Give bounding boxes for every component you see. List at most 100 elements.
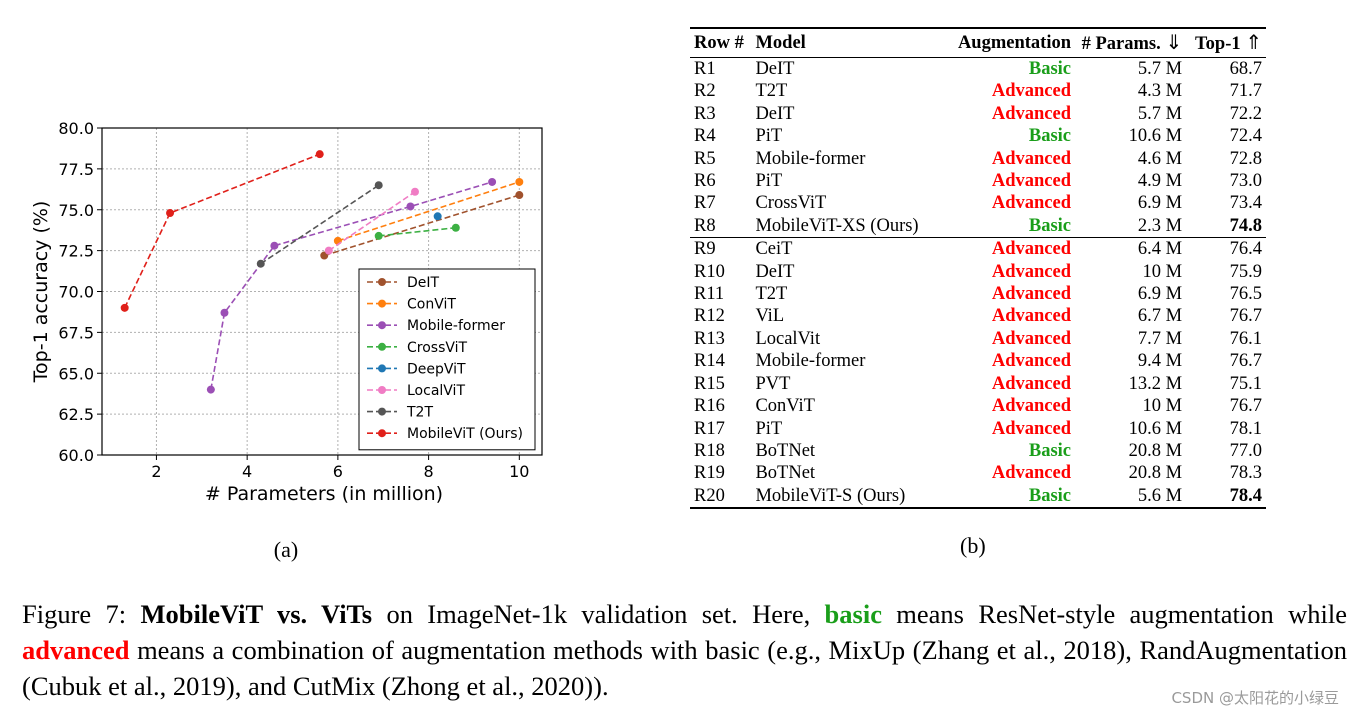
y-tick-label: 75.0 xyxy=(58,201,94,220)
cell-model: BoTNet xyxy=(755,440,816,461)
y-tick-label: 80.0 xyxy=(58,119,94,138)
y-tick-label: 70.0 xyxy=(58,283,94,302)
cell-model: PiT xyxy=(755,418,783,439)
cell-params: 10.6 M xyxy=(1128,418,1183,439)
legend-swatch-marker xyxy=(378,299,386,308)
y-tick-label: 72.5 xyxy=(58,242,94,261)
x-tick-label: 4 xyxy=(242,462,252,481)
cell-params: 5.7 M xyxy=(1137,103,1183,124)
data-point xyxy=(433,212,442,221)
header-model: Model xyxy=(755,33,806,53)
data-point xyxy=(206,385,215,394)
cell-model: MobileViT-XS (Ours) xyxy=(755,215,919,236)
cell-params: 2.3 M xyxy=(1137,215,1183,236)
data-point xyxy=(166,209,175,218)
results-table-panel: Row # Model Augmentation # Params. ⇓ Top… xyxy=(690,27,1268,509)
cell-row-num: R16 xyxy=(694,396,725,417)
cell-top1: 76.1 xyxy=(1229,328,1262,349)
cell-model: LocalVit xyxy=(755,328,821,349)
legend-label: ConViT xyxy=(407,297,456,313)
legend-swatch-marker xyxy=(378,407,386,416)
header-top1: Top-1 ⇑ xyxy=(1186,28,1266,58)
cell-row-num: R17 xyxy=(694,418,725,439)
data-point xyxy=(374,231,383,240)
legend-label: CrossViT xyxy=(407,340,468,356)
cell-top1: 77.0 xyxy=(1229,440,1262,461)
x-tick-label: 8 xyxy=(424,462,434,481)
legend-swatch-marker xyxy=(378,342,386,351)
cell-top1: 76.7 xyxy=(1229,306,1262,327)
data-point xyxy=(270,241,279,250)
cell-top1: 68.7 xyxy=(1229,59,1262,79)
data-point xyxy=(220,308,229,317)
x-tick-label: 10 xyxy=(509,462,529,481)
data-point xyxy=(515,191,524,200)
cell-params: 10 M xyxy=(1142,396,1183,417)
cell-augmentation: Basic xyxy=(1028,126,1071,147)
table-row: R10 DeIT Advanced 10 M 75.9 xyxy=(690,261,1266,283)
table-header-row: Row # Model Augmentation # Params. ⇓ Top… xyxy=(690,28,1266,58)
caption-part3: means a combination of augmentation meth… xyxy=(22,635,1347,701)
series-line-0 xyxy=(324,194,520,257)
caption-advanced-word: advanced xyxy=(22,635,130,665)
table-row: R2 T2T Advanced 4.3 M 71.7 xyxy=(690,80,1266,102)
cell-params: 20.8 M xyxy=(1128,463,1183,484)
x-axis-title: # Parameters (in million) xyxy=(205,483,443,505)
legend-label: MobileViT (Ours) xyxy=(407,426,523,442)
cell-row-num: R13 xyxy=(694,328,725,349)
series-line-3 xyxy=(378,226,456,237)
y-tick-label: 62.5 xyxy=(58,405,94,424)
data-point xyxy=(374,181,383,190)
panel-label-a: (a) xyxy=(274,537,298,562)
cell-model: ViL xyxy=(755,306,785,327)
cell-augmentation: Advanced xyxy=(991,284,1071,305)
legend-swatch-marker xyxy=(378,278,386,286)
accuracy-vs-params-chart: 2 4 6 8 10 60.0 62.5 65.0 67.5 70.0 72.5 75.0 77.5 80… xyxy=(0,0,680,580)
caption-basic-word: basic xyxy=(824,599,882,629)
table-row: R12 ViL Advanced 6.7 M 76.7 xyxy=(690,305,1266,327)
cell-augmentation: Advanced xyxy=(991,373,1071,394)
chart-svg: 2 4 6 8 10 60.0 62.5 65.0 67.5 70.0 72.5 75.0 77.5 80… xyxy=(30,119,543,562)
cell-params: 6.9 M xyxy=(1137,284,1183,305)
header-top1-label: Top-1 xyxy=(1195,34,1241,54)
legend-label: T2T xyxy=(406,405,433,421)
x-tick-label: 6 xyxy=(333,462,343,481)
series-line-6 xyxy=(260,184,380,265)
data-point xyxy=(451,223,460,232)
data-point xyxy=(488,177,497,186)
cell-params: 5.7 M xyxy=(1137,59,1183,79)
cell-row-num: R11 xyxy=(694,284,725,305)
data-point xyxy=(256,259,265,268)
cell-row-num: R12 xyxy=(694,306,725,327)
data-point xyxy=(324,246,333,255)
cell-model: DeIT xyxy=(755,261,795,282)
cell-model: CrossViT xyxy=(755,193,827,214)
cell-augmentation: Advanced xyxy=(991,81,1071,102)
cell-model: MobileViT-S (Ours) xyxy=(755,485,906,506)
cell-params: 4.9 M xyxy=(1137,171,1183,192)
cell-top1: 78.3 xyxy=(1229,463,1262,484)
cell-model: T2T xyxy=(755,81,788,102)
table-row: R16 ConViT Advanced 10 M 76.7 xyxy=(690,395,1266,417)
cell-top1: 76.7 xyxy=(1229,351,1262,372)
cell-row-num: R7 xyxy=(694,193,716,214)
legend-label: DeIT xyxy=(407,275,440,291)
cell-row-num: R8 xyxy=(694,215,716,236)
cell-top1: 76.4 xyxy=(1229,239,1262,260)
up-arrow-icon: ⇑ xyxy=(1245,30,1262,54)
cell-augmentation: Advanced xyxy=(991,239,1071,260)
cell-model: PiT xyxy=(755,126,783,147)
cell-top1: 72.2 xyxy=(1229,103,1262,124)
cell-top1: 76.5 xyxy=(1229,284,1262,305)
cell-model: PiT xyxy=(755,171,783,192)
cell-row-num: R18 xyxy=(694,440,725,461)
cell-model: Mobile-former xyxy=(755,351,866,372)
cell-params: 10.6 M xyxy=(1128,126,1183,147)
table-row: R5 Mobile-former Advanced 4.6 M 72.8 xyxy=(690,148,1266,170)
cell-params: 4.3 M xyxy=(1137,81,1183,102)
watermark: CSDN @太阳花的小绿豆 xyxy=(1171,689,1339,707)
cell-augmentation: Advanced xyxy=(991,396,1071,417)
data-point xyxy=(515,177,524,186)
legend-swatch-marker xyxy=(378,429,386,438)
data-point xyxy=(410,187,419,196)
